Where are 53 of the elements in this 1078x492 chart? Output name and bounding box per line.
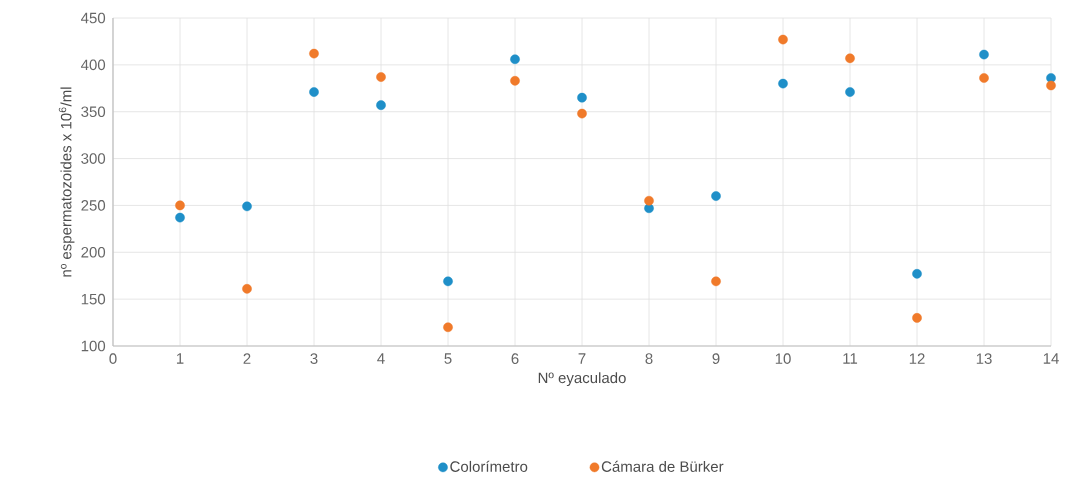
point xyxy=(443,276,453,287)
x-tick-label: 7 xyxy=(578,353,586,364)
x-tick-label: 8 xyxy=(645,353,653,364)
point xyxy=(510,75,520,86)
point xyxy=(577,108,587,119)
y-tick-label: 300 xyxy=(81,153,106,164)
point xyxy=(979,49,989,60)
y-axis-title: nº espermatozoides x 10$^{6}$/ml xyxy=(58,87,75,277)
point xyxy=(845,87,855,97)
point xyxy=(711,191,721,201)
x-tick-label: 6 xyxy=(511,353,519,364)
x-tick-label: 4 xyxy=(377,353,385,364)
point xyxy=(979,73,989,83)
x-tick-label: 1 xyxy=(176,353,184,364)
point xyxy=(175,212,185,223)
point xyxy=(1046,80,1056,91)
x-tick-label: 10 xyxy=(775,353,791,364)
y-tick-label: 350 xyxy=(81,106,106,118)
point xyxy=(845,53,855,64)
y-tick-label: 250 xyxy=(81,200,106,211)
point xyxy=(443,322,453,333)
x-axis-title: Nº eyaculado xyxy=(538,372,626,387)
point xyxy=(376,100,386,110)
x-tick-label: 2 xyxy=(243,353,251,364)
point xyxy=(376,72,386,82)
point xyxy=(644,195,654,206)
y-tick-label: 450 xyxy=(80,12,106,24)
point xyxy=(912,269,922,279)
point xyxy=(242,201,252,212)
point xyxy=(711,276,721,287)
legend-label: Cámara de Bürker xyxy=(601,460,724,472)
legend-label: Colorímetro xyxy=(450,460,528,472)
x-tick-label: 11 xyxy=(843,353,858,364)
point xyxy=(309,87,319,97)
y-tick-label: 100 xyxy=(81,340,106,352)
y-tick-label: 150 xyxy=(81,293,106,305)
point xyxy=(778,34,788,45)
x-tick-label: 3 xyxy=(310,353,318,364)
x-tick-label: 5 xyxy=(444,353,452,364)
y-tick-label: 400 xyxy=(80,59,106,71)
point xyxy=(510,54,520,65)
y-tick-label: 200 xyxy=(81,246,106,258)
x-tick-label: 13 xyxy=(976,353,992,364)
x-tick-label: 9 xyxy=(712,353,720,364)
point xyxy=(577,92,587,103)
point xyxy=(242,284,252,294)
point xyxy=(175,200,185,211)
point xyxy=(778,78,788,89)
x-tick-label: 12 xyxy=(909,353,925,364)
x-tick-label: 0 xyxy=(109,353,117,364)
x-tick-label: 14 xyxy=(1043,353,1059,364)
point xyxy=(309,48,319,59)
point xyxy=(912,313,922,323)
